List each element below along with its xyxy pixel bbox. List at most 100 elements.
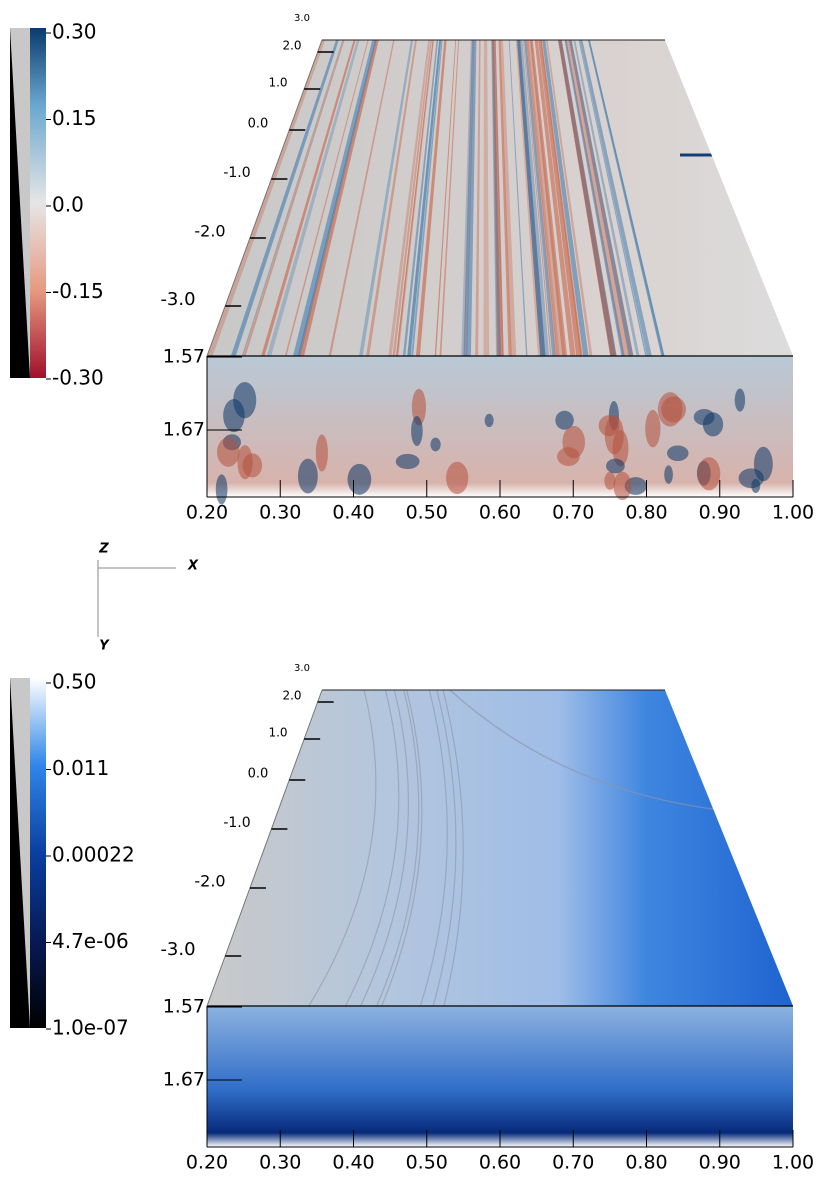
blob [430,437,441,452]
colorbar-label: 0.011 [52,756,109,780]
x-tick-label: 0.20 [186,502,228,524]
stripe [494,40,504,356]
colorbar-label: 0.15 [52,106,97,130]
blob [215,474,228,505]
stripe [463,40,475,356]
blob [664,465,673,484]
x-tick-label: 0.50 [406,502,448,524]
blob [645,409,661,448]
stripe [483,40,490,356]
stripe [366,40,417,356]
blob [446,461,469,495]
stripe [434,40,457,356]
blob [598,415,620,437]
colorbar-label: 0.0 [52,193,84,217]
stripe [559,40,617,356]
x-tick-label: 0.30 [259,1152,301,1174]
stripe [266,40,360,356]
stripe [522,40,552,356]
blob [484,413,494,428]
stripe [407,40,442,356]
streak [360,690,409,1006]
blob [411,416,423,446]
blob [613,471,632,501]
colorbar-label: 1.0e-07 [52,1016,129,1040]
stripe [524,40,556,356]
streak [381,690,423,1006]
stripe [565,40,630,356]
colorbar-label: -0.30 [52,366,104,390]
texture [308,690,721,1006]
stripe [498,40,512,356]
x-tick-label: 0.20 [186,1152,228,1174]
stripe [359,40,414,356]
axis-label: X [187,559,199,574]
stripe [415,40,447,356]
blob [411,388,427,426]
stripe [517,40,546,356]
blob [753,446,773,482]
colorbar-label: 4.7e-06 [52,929,129,953]
y-tick-label: 1.67 [163,419,205,441]
axis-label: Z [98,542,109,557]
opacity-wedge [10,678,30,1028]
panel: 0.500.0110.000224.7e-061.0e-073.02.01.00… [10,663,814,1174]
z-tick-label: 1.0 [268,76,287,90]
stripe [530,40,568,356]
x-tick-label: 0.60 [479,502,521,524]
stripe [261,40,356,356]
colorbar-label: 0.00022 [52,843,135,867]
colorbar-label: 0.50 [52,670,97,694]
stripe [439,40,460,356]
stripe [526,40,560,356]
axis-label: Y [99,639,110,654]
x-tick-label: 0.90 [699,1152,741,1174]
stripe [207,40,326,356]
stripe [292,40,376,356]
x-tick-label: 0.80 [625,502,667,524]
x-tick-label: 0.30 [259,502,301,524]
edge [206,39,323,357]
blob [555,410,574,430]
z-tick-label: -3.0 [160,289,195,310]
blob [562,425,586,459]
stripe [463,40,475,356]
stripe [475,40,481,356]
z-tick-label: 3.0 [294,13,310,24]
stripe [243,40,345,356]
stripe [395,40,434,356]
panel: 0.30 0.15 0.0 -0.15 -0.30 3.0 2.0 1.0 0.0 -1.0 -2.… [10,13,814,524]
streak [419,690,448,1006]
stripe [587,40,665,356]
stripe [392,40,432,356]
z-tick-label: 3.0 [294,663,310,674]
blob [347,463,372,495]
colorbar-label: 0.30 [52,20,97,44]
stripe [466,40,477,356]
blob [697,457,721,491]
blob [604,471,616,490]
z-tick-label: -3.0 [160,939,195,960]
stripe [284,40,369,356]
x-tick-label: 0.70 [552,502,594,524]
stripe [242,40,345,356]
y-tick-label: 1.57 [163,996,205,1018]
z-tick-label: 0.0 [248,767,269,782]
x-tick-label: 0.40 [332,502,374,524]
stripe [573,40,640,356]
streak [449,690,721,811]
x-tick-label: 0.70 [552,1152,594,1174]
y-tick-label: 1.57 [163,346,205,368]
z-tick-label: -2.0 [194,872,225,891]
front-face [207,1006,793,1147]
blob [606,458,625,474]
blob [315,434,328,472]
z-tick-label: 0.0 [248,117,269,132]
streak [308,690,377,1006]
z-tick-label: -1.0 [223,165,250,181]
colorbar [30,28,46,378]
stripe [491,40,502,356]
x-tick-label: 1.00 [772,502,814,524]
